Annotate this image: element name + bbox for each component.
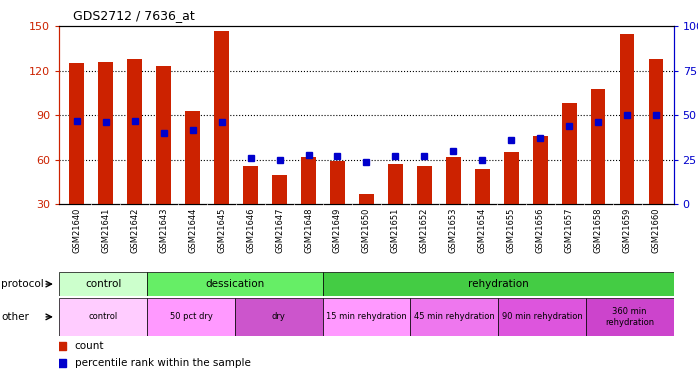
Text: GSM21652: GSM21652 [420,208,429,253]
Text: GSM21641: GSM21641 [101,208,110,253]
Bar [59,298,147,336]
Bar [410,298,498,336]
Text: GSM21642: GSM21642 [130,208,139,253]
Bar [214,31,229,204]
Text: GSM21656: GSM21656 [536,208,545,253]
Text: count: count [75,341,104,351]
Text: 15 min rehydration: 15 min rehydration [326,312,407,321]
Bar [330,161,345,204]
Bar [562,104,577,204]
Bar [417,166,431,204]
Text: GSM21647: GSM21647 [275,208,284,253]
Bar [533,136,547,204]
Text: GSM21643: GSM21643 [159,208,168,253]
Text: GSM21644: GSM21644 [188,208,197,253]
Bar [244,166,258,204]
Bar [475,169,489,204]
Bar [504,152,519,204]
Text: GSM21653: GSM21653 [449,208,458,253]
Bar [359,194,373,204]
Text: GSM21659: GSM21659 [623,208,632,253]
Text: control: control [89,312,118,321]
Text: GSM21655: GSM21655 [507,208,516,253]
Text: 45 min rehydration: 45 min rehydration [414,312,495,321]
Bar [620,34,634,204]
Bar [388,164,403,204]
Text: GSM21648: GSM21648 [304,208,313,253]
Bar [302,157,315,204]
Text: GSM21657: GSM21657 [565,208,574,253]
Text: GSM21645: GSM21645 [217,208,226,253]
Text: 360 min
rehydration: 360 min rehydration [605,307,654,327]
Text: rehydration: rehydration [468,279,528,289]
Text: dry: dry [272,312,285,321]
Text: 90 min rehydration: 90 min rehydration [502,312,582,321]
Bar [98,62,113,204]
Text: GSM21640: GSM21640 [72,208,81,253]
Text: GSM21660: GSM21660 [652,208,661,253]
Text: GDS2712 / 7636_at: GDS2712 / 7636_at [73,9,195,22]
Bar [591,88,605,204]
Bar [235,298,322,336]
Bar [186,111,200,204]
Text: protocol: protocol [1,279,44,289]
Bar [147,298,235,336]
Bar [498,298,586,336]
Bar [70,63,84,204]
Bar [649,59,663,204]
Text: control: control [85,279,121,289]
Bar [128,59,142,204]
Text: GSM21654: GSM21654 [478,208,487,253]
Bar [272,175,287,204]
Text: GSM21658: GSM21658 [594,208,603,253]
Bar [156,66,171,204]
Text: 50 pct dry: 50 pct dry [170,312,212,321]
Bar [586,298,674,336]
Bar [147,272,322,296]
Bar [59,272,147,296]
Text: GSM21650: GSM21650 [362,208,371,253]
Text: GSM21651: GSM21651 [391,208,400,253]
Text: GSM21649: GSM21649 [333,208,342,253]
Text: GSM21646: GSM21646 [246,208,255,253]
Bar [322,298,410,336]
Bar [322,272,674,296]
Text: other: other [1,312,29,322]
Text: dessication: dessication [205,279,265,289]
Bar [446,157,461,204]
Text: percentile rank within the sample: percentile rank within the sample [75,358,251,368]
